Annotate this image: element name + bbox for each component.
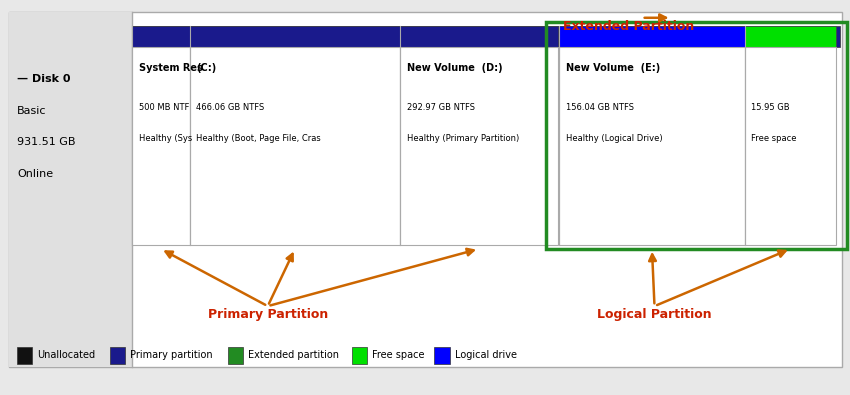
Bar xyxy=(190,26,400,47)
Text: 500 MB NTF: 500 MB NTF xyxy=(139,103,189,112)
Bar xyxy=(8,12,842,367)
Text: Free space: Free space xyxy=(751,134,797,143)
Bar xyxy=(400,26,558,47)
Text: New Volume  (D:): New Volume (D:) xyxy=(407,63,502,73)
Bar xyxy=(559,47,745,245)
Text: Healthy (Logical Drive): Healthy (Logical Drive) xyxy=(566,134,663,143)
Text: Basic: Basic xyxy=(17,105,47,116)
Bar xyxy=(434,347,450,364)
Text: Healthy (Primary Partition): Healthy (Primary Partition) xyxy=(407,134,519,143)
Bar xyxy=(17,347,32,364)
Text: 15.95 GB: 15.95 GB xyxy=(751,103,790,112)
Text: 292.97 GB NTFS: 292.97 GB NTFS xyxy=(407,103,475,112)
Bar xyxy=(559,26,745,47)
Bar xyxy=(132,47,190,245)
Text: 931.51 GB: 931.51 GB xyxy=(17,137,76,147)
Text: Extended partition: Extended partition xyxy=(248,350,339,361)
Text: Healthy (Boot, Page File, Cras: Healthy (Boot, Page File, Cras xyxy=(196,134,321,143)
Text: Primary Partition: Primary Partition xyxy=(207,308,328,321)
Bar xyxy=(132,26,840,47)
Text: Online: Online xyxy=(17,169,53,179)
Bar xyxy=(745,26,836,47)
Text: New Volume  (E:): New Volume (E:) xyxy=(566,63,660,73)
Text: Logical drive: Logical drive xyxy=(455,350,517,361)
Bar xyxy=(400,47,558,245)
Text: Healthy (Sys: Healthy (Sys xyxy=(139,134,192,143)
Text: Primary partition: Primary partition xyxy=(130,350,212,361)
Text: Unallocated: Unallocated xyxy=(37,350,95,361)
Bar xyxy=(745,47,836,245)
Bar xyxy=(132,26,190,47)
Text: Logical Partition: Logical Partition xyxy=(598,308,711,321)
Bar xyxy=(110,347,125,364)
Text: 156.04 GB NTFS: 156.04 GB NTFS xyxy=(566,103,634,112)
Text: Extended Partition: Extended Partition xyxy=(564,20,694,33)
Bar xyxy=(228,347,243,364)
Text: Free space: Free space xyxy=(372,350,425,361)
Bar xyxy=(352,347,367,364)
Bar xyxy=(8,12,132,367)
Bar xyxy=(190,47,400,245)
Text: — Disk 0: — Disk 0 xyxy=(17,74,71,84)
Bar xyxy=(546,22,847,249)
Text: System Res: System Res xyxy=(139,63,202,73)
Text: (C:): (C:) xyxy=(196,63,217,73)
Text: 466.06 GB NTFS: 466.06 GB NTFS xyxy=(196,103,264,112)
